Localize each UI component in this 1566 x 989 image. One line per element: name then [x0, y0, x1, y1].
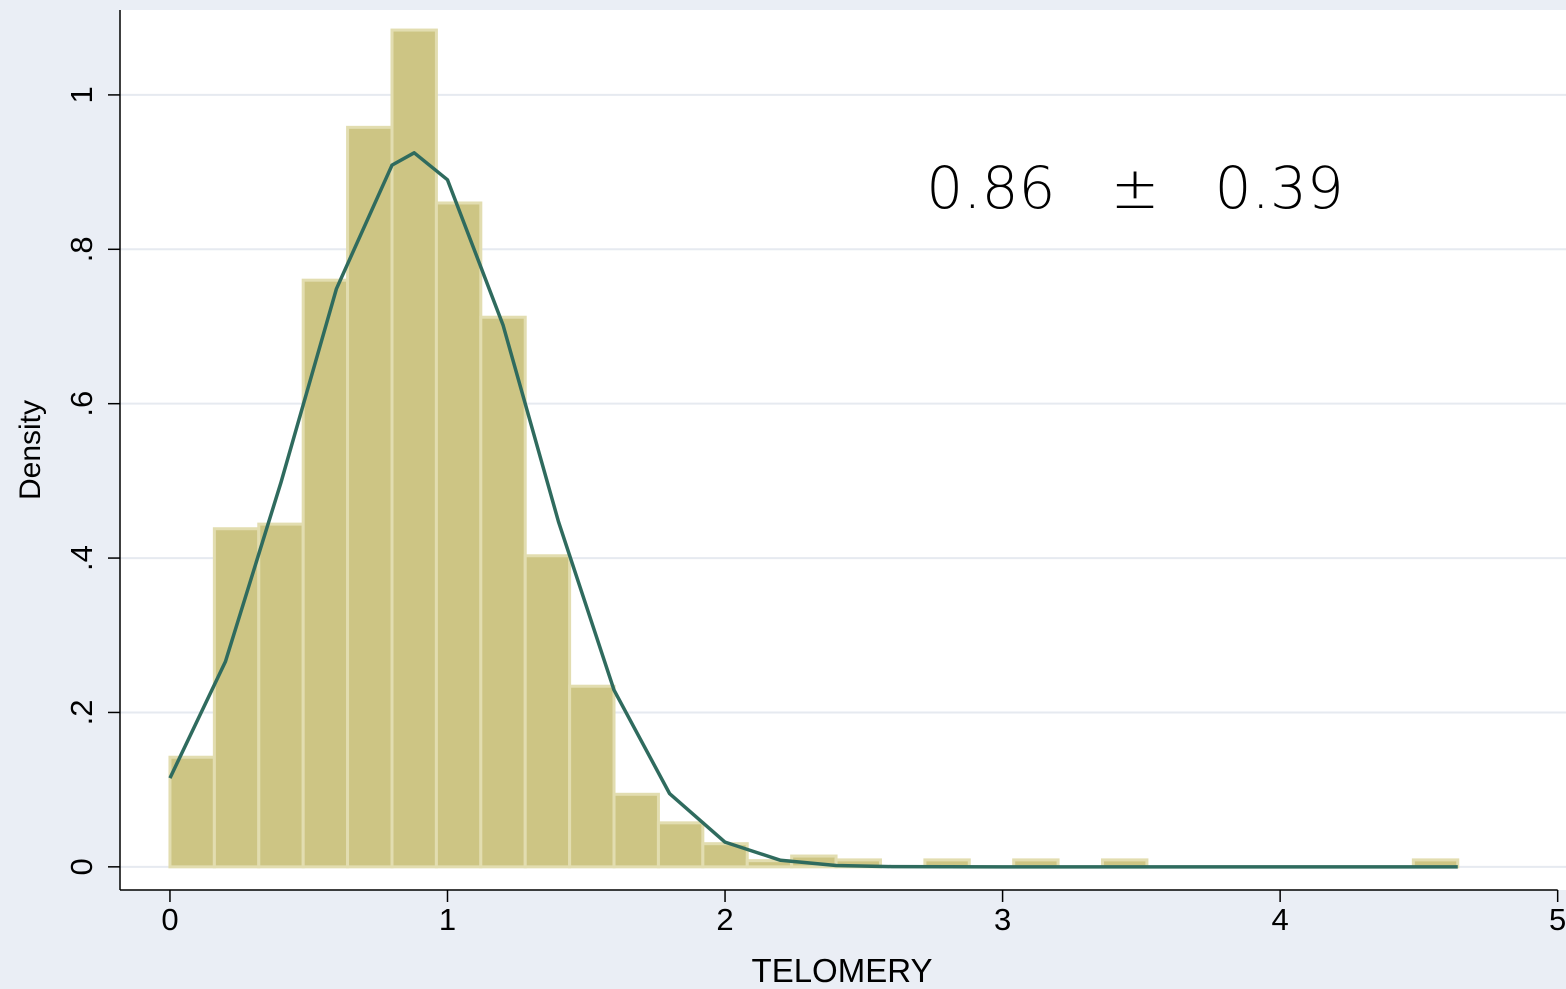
y-tick-label: 0 — [64, 858, 99, 875]
x-tick-label: 3 — [994, 902, 1011, 937]
bar — [390, 28, 438, 869]
y-tick-label: 1 — [64, 86, 99, 103]
bar — [257, 522, 305, 869]
x-tick-label: 0 — [161, 902, 178, 937]
y-tick-label: .4 — [64, 545, 99, 571]
y-tick-label: .8 — [64, 236, 99, 262]
x-tick-label: 2 — [716, 902, 733, 937]
bar — [479, 315, 527, 869]
density-curve — [168, 151, 1458, 869]
y-axis-label: Density — [14, 400, 47, 500]
y-tick-label: .2 — [64, 700, 99, 726]
bar — [168, 755, 216, 869]
x-axis-label: TELOMERY — [752, 952, 933, 989]
x-tick-label: 1 — [439, 902, 456, 937]
x-tick-label: 4 — [1272, 902, 1289, 937]
bar — [301, 278, 350, 869]
bar — [656, 821, 705, 869]
x-tick-label: 5 — [1549, 902, 1566, 937]
bar — [346, 125, 394, 869]
bar — [612, 792, 660, 869]
bar — [568, 684, 616, 869]
bar — [434, 201, 483, 869]
annotation: 0.86 ± 0.39 — [926, 154, 1344, 222]
bar — [523, 554, 572, 869]
y-tick-label: .6 — [64, 391, 99, 417]
